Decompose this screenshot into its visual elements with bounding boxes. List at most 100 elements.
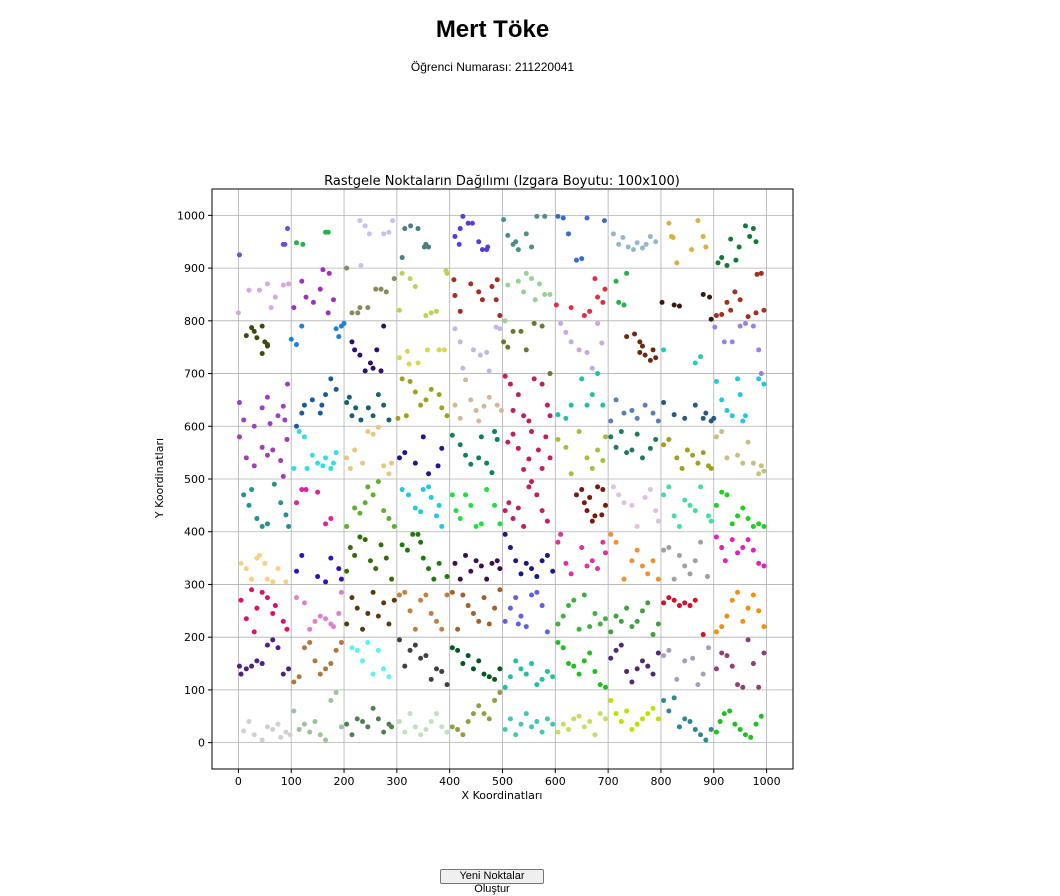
scatter-point (415, 360, 421, 366)
scatter-point (748, 734, 754, 740)
regenerate-points-button[interactable]: Yeni Noktalar Oluştur (440, 869, 544, 895)
scatter-point (408, 223, 414, 229)
scatter-point (349, 732, 355, 738)
scatter-point (542, 213, 548, 219)
scatter-point (692, 597, 698, 603)
scatter-point (473, 407, 479, 413)
scatter-point (357, 510, 363, 516)
scatter-point (597, 711, 603, 717)
scatter-point (713, 502, 719, 508)
scatter-point (756, 521, 762, 527)
scatter-point (365, 639, 371, 645)
scatter-point (333, 386, 339, 392)
scatter-point (647, 487, 653, 493)
scatter-point (365, 405, 371, 411)
scatter-point (323, 666, 329, 672)
scatter-point (515, 621, 521, 627)
data-points (235, 213, 767, 743)
scatter-point (563, 444, 569, 450)
scatter-point (711, 415, 717, 421)
scatter-point (320, 463, 326, 469)
scatter-point (740, 418, 746, 424)
scatter-point (251, 328, 257, 334)
scatter-point (407, 711, 413, 717)
scatter-point (412, 460, 418, 466)
scatter-point (249, 587, 255, 593)
scatter-point (620, 235, 626, 241)
scatter-point (344, 523, 350, 529)
scatter-point (728, 307, 734, 313)
scatter-point (383, 555, 389, 561)
scatter-point (602, 434, 608, 440)
scatter-point (708, 465, 714, 471)
scatter-point (721, 339, 727, 345)
scatter-point (544, 716, 550, 722)
scatter-point (333, 450, 339, 456)
scatter-point (407, 276, 413, 282)
scatter-point (581, 500, 587, 506)
scatter-point (299, 410, 305, 416)
scatter-point (352, 347, 358, 353)
scatter-point (595, 484, 601, 490)
scatter-point (639, 455, 645, 461)
scatter-point (357, 218, 363, 224)
scatter-point (698, 539, 704, 545)
scatter-point (241, 728, 247, 734)
scatter-point (323, 737, 329, 743)
scatter-point (291, 708, 297, 714)
scatter-point (433, 513, 439, 519)
scatter-point (370, 705, 376, 711)
scatter-point (468, 502, 474, 508)
scatter-point (439, 724, 445, 730)
scatter-point (735, 682, 741, 688)
x-tick-label: 700 (598, 775, 619, 788)
scatter-point (523, 347, 529, 353)
scatter-point (526, 456, 532, 462)
scatter-point (750, 323, 756, 329)
scatter-point (563, 329, 569, 335)
scatter-point (280, 671, 286, 677)
scatter-point (418, 402, 424, 408)
scatter-point (405, 492, 411, 498)
scatter-point (259, 737, 265, 743)
scatter-point (347, 545, 353, 551)
scatter-point (645, 663, 651, 669)
scatter-point (423, 592, 429, 598)
scatter-point (236, 663, 242, 669)
scatter-point (476, 703, 482, 709)
scatter-point (370, 365, 376, 371)
scatter-point (608, 531, 614, 537)
scatter-point (299, 323, 305, 329)
scatter-point (243, 666, 249, 672)
scatter-point (441, 347, 447, 353)
scatter-point (613, 539, 619, 545)
scatter-point (721, 711, 727, 717)
scatter-point (750, 523, 756, 529)
scatter-point (347, 465, 353, 471)
scatter-point (555, 213, 561, 219)
scatter-point (618, 429, 624, 435)
x-tick-label: 500 (492, 775, 513, 788)
scatter-point (315, 574, 321, 580)
scatter-point (526, 484, 532, 490)
y-tick-label: 900 (184, 262, 205, 275)
scatter-point (270, 637, 276, 643)
scatter-point (534, 213, 540, 219)
scatter-point (439, 405, 445, 411)
scatter-point (729, 663, 735, 669)
scatter-point (505, 232, 511, 238)
scatter-point (544, 629, 550, 635)
scatter-point (476, 289, 482, 295)
scatter-point (389, 576, 395, 582)
scatter-point (634, 240, 640, 246)
scatter-point (523, 231, 529, 237)
scatter-point (639, 608, 645, 614)
scatter-point (732, 289, 738, 295)
scatter-point (621, 410, 627, 416)
scatter-point (468, 281, 474, 287)
scatter-point (587, 624, 593, 630)
scatter-point (457, 442, 463, 448)
scatter-point (468, 397, 474, 403)
scatter-point (280, 473, 286, 479)
scatter-point (682, 600, 688, 606)
